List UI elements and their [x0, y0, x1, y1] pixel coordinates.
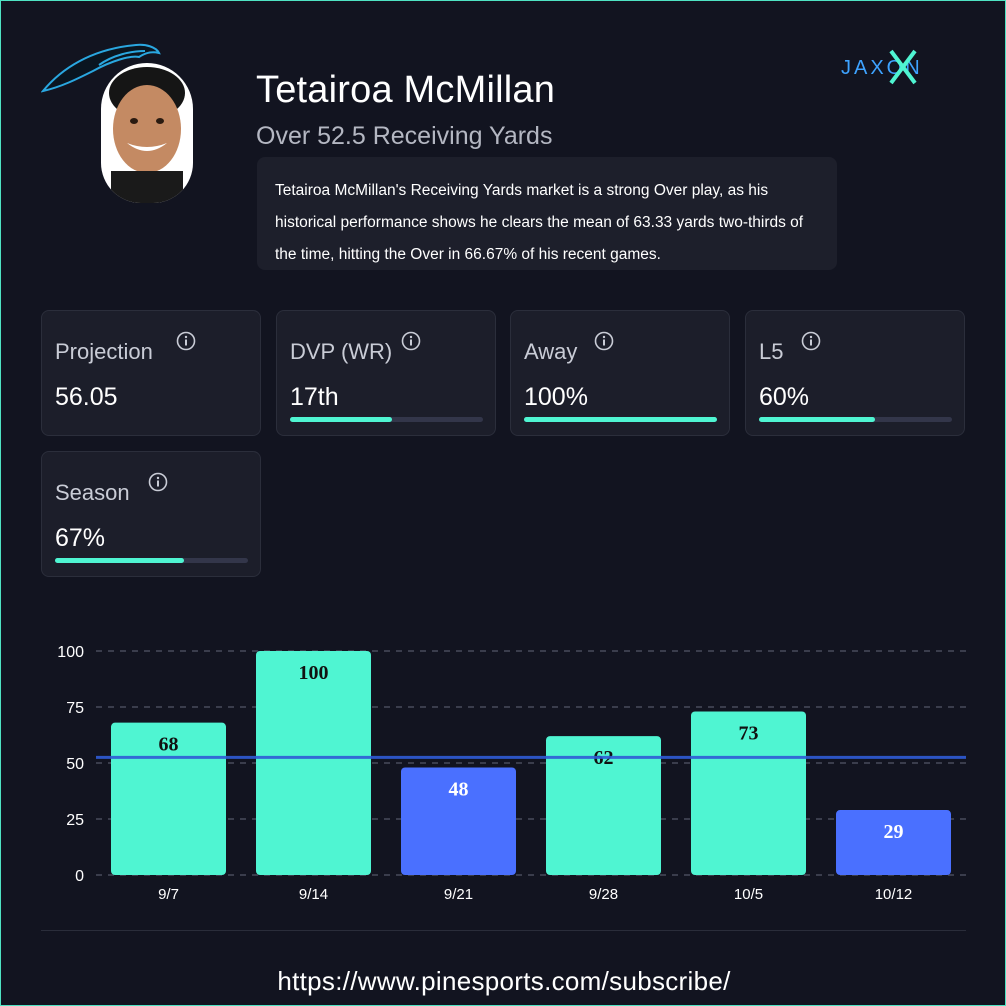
- receiving-yards-chart: 0255075100689/71009/14489/21629/287310/5…: [57, 644, 966, 903]
- info-icon[interactable]: [176, 331, 196, 351]
- stat-label: L5: [759, 339, 784, 364]
- y-tick-label: 100: [57, 644, 84, 661]
- stat-card-l5: L5 60%: [745, 310, 965, 436]
- jaxon-logo: JAXON: [841, 49, 920, 85]
- stat-value: 67%: [55, 524, 106, 552]
- stat-value: 56.05: [55, 383, 118, 411]
- panther-logo-icon: [41, 43, 161, 93]
- player-name: Tetairoa McMillan: [256, 69, 556, 111]
- info-icon[interactable]: [401, 331, 421, 351]
- info-icon[interactable]: [801, 331, 821, 351]
- progress-track: [55, 558, 248, 563]
- y-tick-label: 25: [66, 812, 84, 829]
- stat-card-season: Season 67%: [41, 451, 261, 577]
- y-tick-label: 0: [75, 868, 84, 885]
- stat-card-dvp: DVP (WR) 17th: [276, 310, 496, 436]
- y-tick-label: 50: [66, 756, 84, 773]
- progress-track: [759, 417, 952, 422]
- info-icon[interactable]: [594, 331, 614, 351]
- stat-label: DVP (WR): [290, 339, 393, 364]
- progress-track: [290, 417, 483, 422]
- stat-card-projection: Projection 56.05: [41, 310, 261, 436]
- x-tick-label: 10/12: [875, 886, 913, 903]
- player-headshot: [101, 63, 193, 203]
- bar-value-label: 73: [739, 722, 759, 744]
- bar-value-label: 29: [884, 821, 904, 843]
- info-icon[interactable]: [148, 472, 168, 492]
- progress-fill: [55, 558, 185, 563]
- bar: [401, 767, 516, 875]
- x-tick-label: 10/5: [734, 886, 763, 903]
- footer-divider: [41, 930, 966, 931]
- stat-value: 60%: [759, 383, 810, 411]
- market-line: Over 52.5 Receiving Yards: [256, 122, 553, 150]
- x-tick-label: 9/7: [158, 886, 179, 903]
- bar-value-label: 48: [449, 778, 469, 800]
- analysis-summary: Tetairoa McMillan's Receiving Yards mark…: [257, 157, 837, 270]
- stat-label: Projection: [55, 339, 153, 364]
- footer-url[interactable]: https://www.pinesports.com/subscribe/: [277, 966, 731, 996]
- bar: [111, 722, 226, 875]
- stat-value: 100%: [524, 383, 588, 411]
- y-tick-label: 75: [66, 700, 84, 717]
- bar: [691, 711, 806, 875]
- progress-fill: [759, 417, 875, 422]
- bar: [836, 810, 951, 875]
- stat-label: Season: [55, 480, 130, 505]
- x-tick-label: 9/28: [589, 886, 618, 903]
- bar: [256, 651, 371, 875]
- stat-value: 17th: [290, 383, 339, 411]
- bar-value-label: 100: [299, 662, 329, 684]
- bar: [546, 736, 661, 875]
- progress-track: [524, 417, 717, 422]
- stat-label: Away: [524, 339, 578, 364]
- x-tick-label: 9/14: [299, 886, 328, 903]
- progress-fill: [290, 417, 393, 422]
- bar-value-label: 68: [159, 734, 179, 756]
- progress-fill: [524, 417, 717, 422]
- x-tick-label: 9/21: [444, 886, 473, 903]
- stat-card-away: Away 100%: [510, 310, 730, 436]
